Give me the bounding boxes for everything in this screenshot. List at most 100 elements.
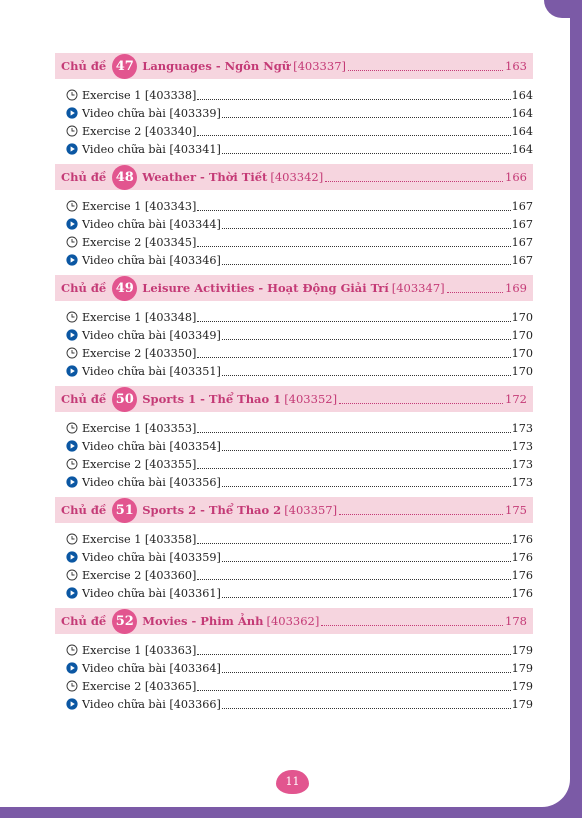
play-circle-icon (65, 476, 78, 489)
play-circle-icon (65, 587, 78, 600)
dot-leader (221, 227, 511, 229)
clock-icon (65, 533, 78, 546)
toc-entry[interactable]: Video chữa bài [403351] 170 (65, 362, 533, 380)
entry-label: Video chữa bài [403359] (82, 550, 221, 564)
toc-entry[interactable]: Exercise 2 [403345] 167 (65, 233, 533, 251)
entry-label: Exercise 1 [403358] (82, 532, 197, 546)
topic-page: 172 (505, 392, 527, 406)
toc-entry[interactable]: Exercise 2 [403340] 164 (65, 122, 533, 140)
dot-leader (197, 653, 511, 655)
toc-entry[interactable]: Video chữa bài [403341] 164 (65, 140, 533, 158)
entry-label: Exercise 1 [403338] (82, 88, 197, 102)
topic-items: Exercise 1 [403343] 167 Video chữa bài [40… (55, 190, 533, 275)
entry-label: Exercise 2 [403355] (82, 457, 197, 471)
toc-entry[interactable]: Video chữa bài [403364] 179 (65, 659, 533, 677)
toc-entry[interactable]: Video chữa bài [403359] 176 (65, 548, 533, 566)
entry-page: 176 (511, 550, 533, 564)
entry-label: Exercise 2 [403365] (82, 679, 197, 693)
topic-prefix: Chủ đề (61, 59, 107, 73)
topic-page: 166 (505, 170, 527, 184)
play-circle-icon (65, 254, 78, 267)
toc-entry[interactable]: Exercise 1 [403363] 179 (65, 641, 533, 659)
topic-items: Exercise 1 [403358] 176 Video chữa bài [40… (55, 523, 533, 608)
play-circle-icon (65, 440, 78, 453)
toc-entry[interactable]: Exercise 1 [403338] 164 (65, 86, 533, 104)
entry-page: 164 (511, 88, 533, 102)
dot-leader (221, 596, 511, 598)
topic-header[interactable]: Chủ đề 49 Leisure Activities - Hoạt Động G… (55, 275, 533, 301)
toc-entry[interactable]: Video chữa bài [403344] 167 (65, 215, 533, 233)
topic-page: 163 (505, 59, 527, 73)
entry-page: 176 (511, 586, 533, 600)
dot-leader (446, 291, 504, 293)
toc-entry[interactable]: Video chữa bài [403366] 179 (65, 695, 533, 713)
dot-leader (221, 707, 511, 709)
topic-header[interactable]: Chủ đề 52 Movies - Phim Ảnh [403362] 178 (55, 608, 533, 634)
topic-number-badge: 52 (112, 608, 138, 634)
toc-entry[interactable]: Exercise 1 [403343] 167 (65, 197, 533, 215)
dot-leader (197, 356, 511, 358)
entry-label: Exercise 1 [403348] (82, 310, 197, 324)
topic-page: 169 (505, 281, 527, 295)
entry-label: Video chữa bài [403349] (82, 328, 221, 342)
topic-prefix: Chủ đề (61, 281, 107, 295)
topic-header[interactable]: Chủ đề 51 Sports 2 - Thể Thao 2 [403357] 175 (55, 497, 533, 523)
toc-entry[interactable]: Exercise 2 [403355] 173 (65, 455, 533, 473)
page-number-badge: 11 (276, 770, 309, 794)
clock-icon (65, 125, 78, 138)
entry-label: Exercise 1 [403363] (82, 643, 197, 657)
entry-page: 167 (511, 253, 533, 267)
toc-entry[interactable]: Video chữa bài [403354] 173 (65, 437, 533, 455)
topic-title: Movies - Phim Ảnh (142, 614, 264, 628)
topic-prefix: Chủ đề (61, 170, 107, 184)
entry-page: 170 (511, 346, 533, 360)
topic-prefix: Chủ đề (61, 614, 107, 628)
topic-code: [403362] (266, 614, 320, 628)
toc-entry[interactable]: Video chữa bài [403356] 173 (65, 473, 533, 491)
dot-leader (197, 320, 511, 322)
entry-page: 170 (511, 364, 533, 378)
play-circle-icon (65, 143, 78, 156)
entry-page: 173 (511, 439, 533, 453)
topic-header[interactable]: Chủ đề 48 Weather - Thời Tiết [403342] 166 (55, 164, 533, 190)
play-circle-icon (65, 698, 78, 711)
toc-entry[interactable]: Exercise 2 [403350] 170 (65, 344, 533, 362)
entry-page: 170 (511, 328, 533, 342)
entry-label: Video chữa bài [403344] (82, 217, 221, 231)
toc-entry[interactable]: Exercise 2 [403365] 179 (65, 677, 533, 695)
topic-block: Chủ đề 51 Sports 2 - Thể Thao 2 [403357] 175… (55, 497, 533, 608)
toc-entry[interactable]: Video chữa bài [403349] 170 (65, 326, 533, 344)
toc-entry[interactable]: Exercise 1 [403348] 170 (65, 308, 533, 326)
dot-leader (221, 263, 511, 265)
entry-label: Video chữa bài [403354] (82, 439, 221, 453)
entry-label: Exercise 2 [403350] (82, 346, 197, 360)
dot-leader (221, 116, 511, 118)
topic-header[interactable]: Chủ đề 50 Sports 1 - Thể Thao 1 [403352] 172 (55, 386, 533, 412)
dot-leader (197, 134, 511, 136)
topic-title: Leisure Activities - Hoạt Động Giải Trí (142, 281, 389, 295)
topic-header[interactable]: Chủ đề 47 Languages - Ngôn Ngữ [403337] 163 (55, 53, 533, 79)
topic-number-badge: 47 (112, 53, 138, 79)
toc-entry[interactable]: Exercise 1 [403358] 176 (65, 530, 533, 548)
play-circle-icon (65, 551, 78, 564)
toc-entry[interactable]: Video chữa bài [403339] 164 (65, 104, 533, 122)
dot-leader (197, 431, 511, 433)
clock-icon (65, 680, 78, 693)
clock-icon (65, 644, 78, 657)
entry-label: Video chữa bài [403366] (82, 697, 221, 711)
topic-code: [403357] (284, 503, 338, 517)
dot-leader (197, 245, 511, 247)
dot-leader (339, 513, 504, 515)
toc-entry[interactable]: Video chữa bài [403346] 167 (65, 251, 533, 269)
entry-page: 179 (511, 661, 533, 675)
toc-entry[interactable]: Video chữa bài [403361] 176 (65, 584, 533, 602)
toc-entry[interactable]: Exercise 2 [403360] 176 (65, 566, 533, 584)
clock-icon (65, 569, 78, 582)
topic-items: Exercise 1 [403348] 170 Video chữa bài [40… (55, 301, 533, 386)
topic-block: Chủ đề 52 Movies - Phim Ảnh [403362] 178 Exer… (55, 608, 533, 719)
toc-entry[interactable]: Exercise 1 [403353] 173 (65, 419, 533, 437)
entry-page: 179 (511, 679, 533, 693)
topic-code: [403342] (270, 170, 324, 184)
entry-page: 179 (511, 697, 533, 711)
topic-items: Exercise 1 [403353] 173 Video chữa bài [40… (55, 412, 533, 497)
